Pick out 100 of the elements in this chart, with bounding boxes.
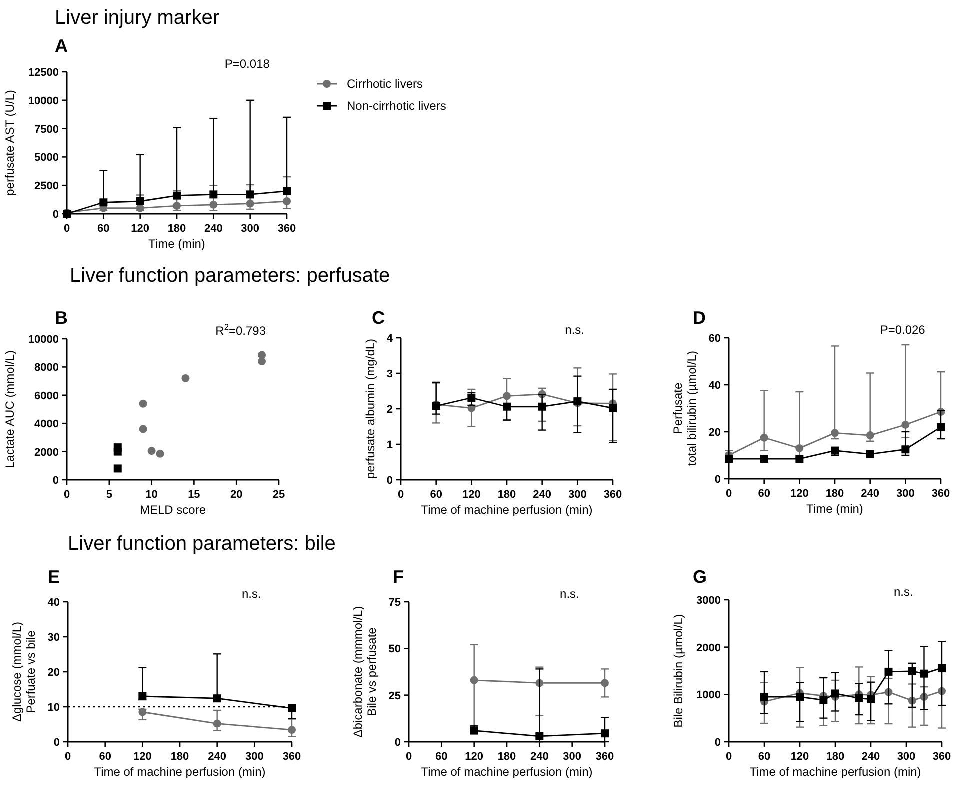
x-tick-label: 300 — [241, 223, 260, 235]
y-tick-label: 1 — [386, 440, 393, 452]
x-axis-title: MELD score — [140, 503, 206, 517]
y-tick-label: 0 — [714, 474, 721, 486]
x-axis-title: Time of machine perfusion (min) — [750, 765, 922, 779]
y-tick-label: 40 — [708, 380, 721, 392]
x-tick-label: 25 — [272, 489, 286, 501]
x-tick-label: 15 — [188, 489, 200, 501]
x-tick-label: 360 — [596, 751, 614, 763]
chart-title: G — [693, 567, 708, 587]
x-tick-label: 120 — [131, 223, 150, 235]
x-tick-label: 240 — [208, 751, 227, 763]
chart-title: Liver injury marker — [55, 7, 220, 29]
y-tick-label: 0 — [54, 737, 60, 749]
y-tick-label: 20 — [708, 427, 721, 439]
chart-subtitle: E — [48, 567, 60, 587]
text: n.s. — [894, 585, 914, 599]
x-tick-label: 240 — [530, 751, 549, 763]
y-tick-label: 12500 — [28, 67, 59, 79]
y-tick-label: 1000 — [696, 690, 721, 702]
y-axis-title: perfusate albumin (mg/dL) — [363, 338, 378, 480]
x-tick-label: 180 — [498, 751, 516, 763]
x-tick-label: 240 — [862, 751, 880, 763]
x-tick-label: 0 — [64, 751, 72, 763]
y-tick-label: 10 — [48, 702, 60, 714]
x-tick-label: 0 — [406, 751, 412, 763]
x-tick-label: 60 — [430, 489, 442, 501]
y-tick-label: 10000 — [28, 334, 59, 346]
y-axis-title: Δbicarbonate (mmmol/L) Bile vs perfusate — [350, 606, 379, 738]
y-tick-label: 25 — [388, 690, 401, 702]
y-axis-title: Lactate AUC (mmol/L) — [3, 350, 17, 469]
y-tick-label: 75 — [388, 597, 401, 609]
y-axis-title: Bile Bilirubin (µmol/L) — [672, 614, 686, 728]
x-tick-label: 360 — [278, 223, 296, 235]
y-tick-label: 0 — [394, 737, 401, 749]
x-tick-label: 0 — [726, 751, 732, 763]
x-tick-label: 180 — [170, 751, 190, 763]
chart-title: Liver function parameters: bile — [68, 533, 336, 555]
y-tick-label: 50 — [388, 644, 401, 656]
y-tick-label: 3 — [386, 368, 393, 380]
y-tick-label: 20 — [48, 667, 60, 679]
x-tick-label: 120 — [462, 489, 481, 501]
y-tick-label: 60 — [708, 333, 721, 345]
x-tick-label: 360 — [932, 751, 952, 763]
x-tick-label: 180 — [826, 488, 844, 500]
x-tick-label: 60 — [758, 488, 770, 500]
x-tick-label: 60 — [98, 223, 110, 235]
y-tick-label: 0 — [52, 475, 59, 487]
y-axis-title: Δglucose (mmol/L) Perfuate vs bile — [10, 622, 38, 722]
y-tick-label: 2000 — [34, 446, 59, 459]
y-axis-title: Perfusate total bilirubin (µmol/L) — [670, 351, 699, 466]
x-tick-label: 120 — [790, 488, 809, 500]
x-tick-label: 180 — [168, 223, 186, 235]
x-tick-label: 360 — [932, 488, 950, 500]
y-tick-label: 2 — [386, 404, 393, 416]
x-tick-label: 300 — [563, 751, 582, 763]
x-tick-label: 0 — [64, 223, 70, 235]
x-tick-label: 5 — [106, 489, 112, 501]
y-tick-label: 40 — [48, 597, 60, 609]
chart-title: C — [372, 308, 385, 328]
y-tick-label: 6000 — [34, 390, 59, 402]
x-axis-title: Time (min) — [148, 237, 206, 251]
x-tick-label: 360 — [604, 489, 622, 501]
x-tick-label: 240 — [533, 489, 552, 501]
y-tick-label: 5000 — [34, 152, 59, 164]
x-tick-label: 360 — [282, 751, 302, 763]
y-tick-label: 0 — [52, 209, 59, 221]
chart-title: Liver function parameters: perfusate — [70, 265, 390, 287]
x-tick-label: 300 — [245, 751, 264, 763]
text: n.s. — [560, 587, 580, 601]
x-tick-label: 180 — [498, 489, 516, 501]
chart-subtitle: A — [55, 36, 68, 56]
y-tick-label: 0 — [386, 475, 393, 487]
x-tick-label: 0 — [726, 488, 732, 500]
x-tick-label: 240 — [204, 223, 223, 235]
x-tick-label: 10 — [146, 489, 158, 501]
x-axis-title: Time of machine perfusion (min) — [421, 765, 593, 779]
legend-label: Cirrhotic livers — [347, 77, 424, 91]
text: n.s. — [242, 587, 262, 601]
y-tick-label: 2000 — [696, 642, 721, 654]
text: P=0.018 — [224, 57, 270, 71]
y-tick-label: 7500 — [34, 124, 59, 136]
x-tick-label: 120 — [790, 751, 810, 763]
x-tick-label: 20 — [230, 489, 243, 501]
text: n.s. — [565, 323, 585, 337]
y-tick-label: 0 — [714, 737, 721, 749]
x-axis-title: Time of machine perfusion (min) — [94, 765, 266, 779]
y-tick-label: 4000 — [34, 418, 59, 431]
x-axis-title: Time (min) — [806, 502, 864, 516]
chart-subtitle: B — [55, 308, 68, 328]
x-tick-label: 60 — [99, 751, 112, 763]
x-tick-label: 60 — [436, 751, 448, 763]
x-axis-title: Time of machine perfusion (min) — [421, 503, 593, 517]
y-tick-label: 8000 — [34, 362, 59, 374]
text: P=0.026 — [880, 323, 926, 337]
chart-title: F — [393, 567, 404, 587]
x-tick-label: 300 — [896, 488, 915, 500]
x-tick-label: 240 — [861, 488, 880, 500]
x-tick-label: 120 — [465, 751, 484, 763]
y-tick-label: 10000 — [28, 95, 59, 108]
